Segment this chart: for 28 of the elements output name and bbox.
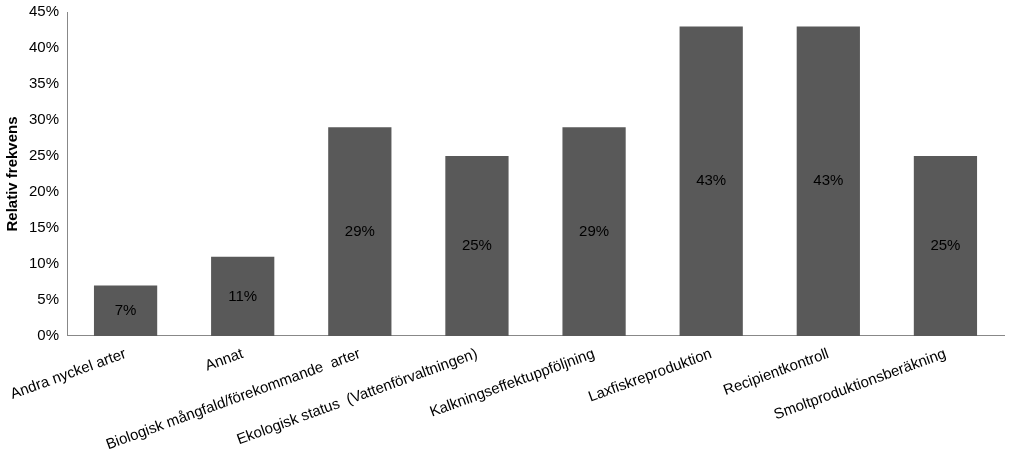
y-tick-label: 5% bbox=[37, 290, 60, 308]
data-label: 11% bbox=[228, 286, 258, 304]
y-tick-label: 45% bbox=[28, 2, 60, 20]
data-label: 25% bbox=[461, 236, 492, 254]
bar bbox=[679, 26, 743, 336]
y-tick-label: 40% bbox=[28, 38, 60, 56]
y-tick-label: 10% bbox=[28, 254, 60, 272]
bar bbox=[796, 26, 860, 336]
y-tick-label: 20% bbox=[28, 182, 60, 200]
y-tick-label: 25% bbox=[28, 146, 60, 164]
y-tick-label: 30% bbox=[28, 110, 60, 128]
data-label: 29% bbox=[344, 221, 375, 239]
x-tick-label: Andra nyckel arter bbox=[7, 344, 129, 402]
bar bbox=[562, 127, 626, 336]
data-label: 7% bbox=[114, 300, 137, 318]
y-axis-title: Relativ frekvens bbox=[3, 116, 21, 232]
y-tick-label: 15% bbox=[28, 218, 60, 236]
y-tick-label: 35% bbox=[28, 74, 60, 92]
bar bbox=[445, 155, 509, 336]
data-label: 43% bbox=[696, 171, 727, 189]
y-tick-label: 0% bbox=[37, 326, 60, 344]
bar bbox=[93, 285, 158, 336]
bar bbox=[211, 256, 275, 336]
data-label: 29% bbox=[579, 221, 610, 239]
data-label: 25% bbox=[930, 236, 961, 254]
data-label: 43% bbox=[813, 171, 844, 189]
bar bbox=[913, 155, 978, 336]
bar bbox=[328, 127, 392, 336]
